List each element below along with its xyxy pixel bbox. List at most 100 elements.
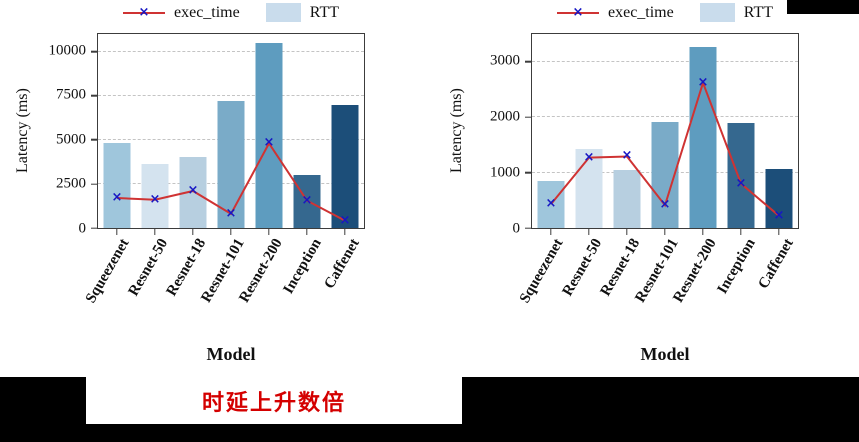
x-marker-icon: × bbox=[773, 207, 785, 223]
x-marker-icon: × bbox=[572, 4, 584, 20]
y-tick-label: 3000 bbox=[490, 52, 520, 69]
x-marker-icon: × bbox=[735, 175, 747, 191]
x-tick-mark bbox=[702, 228, 704, 235]
caption-text: 时延上升数倍 bbox=[201, 389, 346, 415]
x-marker-icon: × bbox=[138, 4, 150, 20]
x-tick-label: Caffenet bbox=[755, 236, 797, 292]
exec-time-line-sample: × bbox=[556, 4, 599, 21]
x-tick-mark bbox=[626, 228, 628, 235]
y-axis-ticks: 0 1000 2000 3000 bbox=[476, 33, 526, 237]
x-tick-mark bbox=[740, 228, 742, 235]
x-tick-label: Inception bbox=[280, 236, 325, 297]
bar-squeezenet bbox=[103, 143, 131, 228]
x-axis-label: Model bbox=[206, 344, 256, 364]
x-tick-mark bbox=[116, 228, 118, 235]
x-tick-mark bbox=[550, 228, 552, 235]
x-marker-icon: × bbox=[111, 189, 123, 205]
bar-caffenet bbox=[331, 105, 359, 228]
x-tick-mark bbox=[192, 228, 194, 235]
bar-inception bbox=[727, 123, 755, 228]
y-tick-label: 1000 bbox=[490, 164, 520, 181]
bar-resnet-200 bbox=[255, 42, 283, 228]
x-marker-icon: × bbox=[149, 191, 161, 207]
x-tick-label: Squeezenet bbox=[517, 236, 567, 307]
x-tick-mark bbox=[778, 228, 780, 235]
x-tick-mark bbox=[344, 228, 346, 235]
bar-resnet-200 bbox=[689, 46, 717, 228]
y-tick-mark bbox=[91, 139, 98, 141]
exec-time-line bbox=[532, 34, 798, 228]
x-marker-icon: × bbox=[583, 149, 595, 165]
bar-resnet-50 bbox=[141, 163, 169, 228]
legend-label-exec-time: exec_time bbox=[607, 3, 674, 21]
y-tick-mark bbox=[525, 116, 532, 118]
y-tick-mark bbox=[91, 183, 98, 185]
rtt-swatch-icon bbox=[699, 3, 735, 22]
rtt-swatch-icon bbox=[265, 3, 301, 22]
y-tick-label: 0 bbox=[78, 220, 87, 237]
bar-resnet-101 bbox=[217, 101, 245, 228]
x-marker-icon: × bbox=[263, 135, 275, 151]
caption-box: 时延上升数倍 bbox=[86, 377, 462, 424]
y-tick-mark bbox=[91, 227, 98, 229]
gridline bbox=[532, 60, 798, 62]
plot-area: × × × × × × × bbox=[91, 33, 365, 235]
x-axis-ticks: Squeezenet Resnet-50 Resnet-18 Resnet-101 Re… bbox=[83, 230, 365, 344]
y-tick-mark bbox=[91, 95, 98, 97]
y-tick-label: 10000 bbox=[48, 42, 87, 59]
x-tick-label: Inception bbox=[714, 236, 759, 297]
x-marker-icon: × bbox=[545, 196, 557, 212]
bar-resnet-18 bbox=[613, 170, 641, 228]
legend-label-exec-time: exec_time bbox=[173, 3, 240, 21]
red-line-icon bbox=[556, 11, 599, 14]
exec-time-line-sample: × bbox=[122, 4, 165, 21]
x-tick-label: Squeezenet bbox=[83, 236, 133, 307]
bar-squeezenet bbox=[537, 180, 565, 228]
x-axis-label: Model bbox=[640, 344, 690, 364]
legend-label-rtt: RTT bbox=[743, 3, 773, 21]
x-tick-mark bbox=[230, 228, 232, 235]
x-tick-label: Caffenet bbox=[321, 236, 363, 292]
gridline bbox=[532, 116, 798, 118]
legend: × exec_time RTT bbox=[531, 3, 799, 22]
latency-chart-right: × exec_time RTT Latency (ms) 0 1000 2000 30… bbox=[436, 0, 859, 376]
x-tick-mark bbox=[268, 228, 270, 235]
x-marker-icon: × bbox=[339, 212, 351, 228]
x-tick-mark bbox=[664, 228, 666, 235]
y-tick-mark bbox=[91, 50, 98, 53]
legend: × exec_time RTT bbox=[97, 3, 365, 22]
legend-item-rtt: RTT bbox=[699, 3, 773, 22]
y-tick-label: 2000 bbox=[490, 108, 520, 125]
legend-item-exec-time: × exec_time bbox=[556, 3, 674, 22]
x-tick-mark bbox=[306, 228, 308, 235]
legend-label-rtt: RTT bbox=[309, 3, 339, 21]
red-line-icon bbox=[122, 11, 165, 14]
x-axis-ticks: Squeezenet Resnet-50 Resnet-18 Resnet-101 Re… bbox=[517, 230, 799, 344]
top-right-black-patch bbox=[787, 0, 859, 14]
y-axis-label: Latency (ms) bbox=[448, 88, 465, 174]
plot-area: × × × × × × × bbox=[525, 33, 799, 235]
y-tick-label: 0 bbox=[512, 220, 521, 237]
y-tick-label: 2500 bbox=[56, 175, 86, 192]
x-marker-icon: × bbox=[301, 192, 313, 208]
x-tick-mark bbox=[154, 228, 156, 235]
legend-item-rtt: RTT bbox=[265, 3, 339, 22]
y-axis-ticks: 0 2500 5000 7500 10000 bbox=[42, 33, 92, 236]
latency-chart-left: × exec_time RTT Latency (ms) 0 2500 5000 75… bbox=[2, 0, 428, 376]
y-tick-mark bbox=[525, 61, 532, 63]
x-marker-icon: × bbox=[621, 148, 633, 164]
y-tick-label: 5000 bbox=[56, 131, 86, 148]
legend-item-exec-time: × exec_time bbox=[122, 3, 240, 22]
y-tick-mark bbox=[525, 171, 532, 174]
x-marker-icon: × bbox=[697, 74, 709, 90]
x-marker-icon: × bbox=[225, 205, 237, 221]
gridline bbox=[98, 50, 364, 52]
y-tick-mark bbox=[525, 227, 532, 229]
y-axis-label: Latency (ms) bbox=[14, 88, 31, 174]
exec-time-line bbox=[98, 34, 364, 228]
x-tick-mark bbox=[588, 228, 590, 235]
gridline bbox=[98, 94, 364, 96]
bar-caffenet bbox=[765, 168, 793, 228]
bar-resnet-50 bbox=[575, 148, 603, 228]
